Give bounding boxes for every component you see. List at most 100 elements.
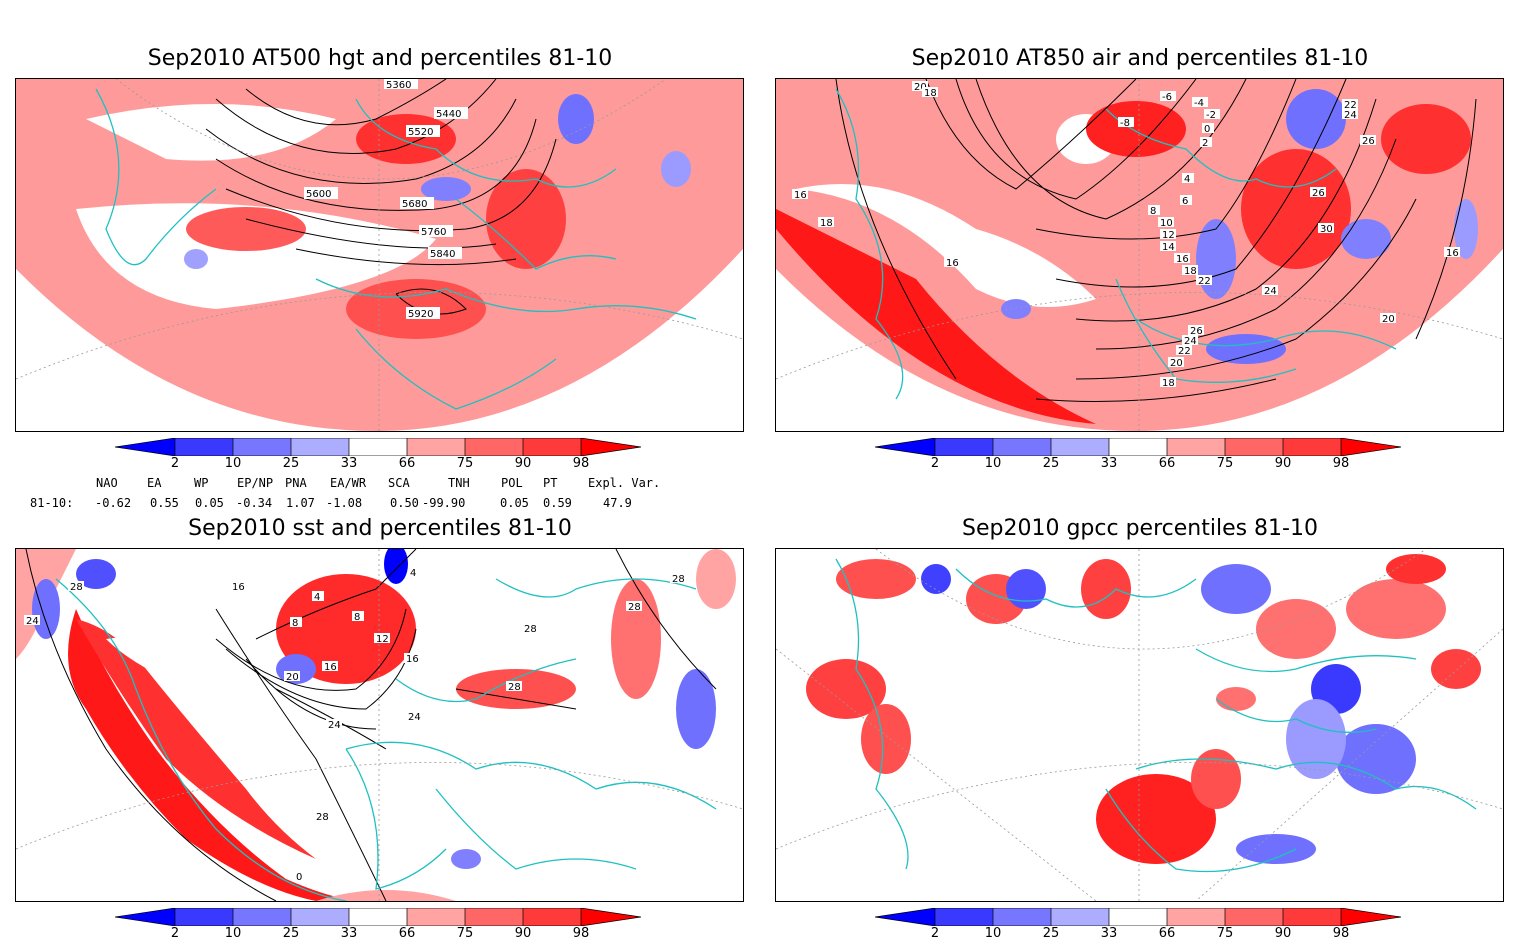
colorbar-tick: 25 <box>1042 926 1060 941</box>
contour-label: -8 <box>1120 118 1130 129</box>
teleconn-header: PNA <box>285 476 307 490</box>
colorbar-tick: 75 <box>1216 456 1234 471</box>
teleconn-value: 0.05 <box>500 496 529 510</box>
colorbar-tick: 25 <box>282 456 300 471</box>
teleconn-value: 0.55 <box>150 496 179 510</box>
colorbar-tick: 90 <box>514 456 532 471</box>
contour-label: 4 <box>1184 174 1190 185</box>
contour-label: 26 <box>1362 136 1375 147</box>
colorbar-tick: 33 <box>340 926 358 941</box>
contour-label: 8 <box>1150 206 1156 217</box>
colorbar-tick: 33 <box>1100 456 1118 471</box>
teleconn-value: 0.50 <box>390 496 419 510</box>
map-hgt500: 5360 5440 5520 5600 5680 5760 5840 5920 <box>15 78 744 432</box>
contour-label: 20 <box>1170 358 1183 369</box>
contour-label: 5520 <box>408 127 433 138</box>
teleconn-value: -1.08 <box>326 496 363 510</box>
panel-title-sst: Sep2010 sst and percentiles 81-10 <box>188 516 572 541</box>
contour-label: 8 <box>292 618 298 629</box>
contour-label: 26 <box>1312 188 1325 199</box>
contour-label: 5760 <box>421 227 446 238</box>
contour-label: 24 <box>328 720 341 731</box>
colorbar-tick: 75 <box>456 926 474 941</box>
colorbar-tick: 2 <box>930 926 940 941</box>
contour-label: 24 <box>1344 110 1357 121</box>
contour-label: 30 <box>1320 224 1333 235</box>
contour-label: 28 <box>672 574 685 585</box>
contour-label: 18 <box>1184 266 1197 277</box>
contour-label: 16 <box>232 582 245 593</box>
contour-label: 8 <box>354 612 360 623</box>
contour-label: -2 <box>1206 110 1216 121</box>
contour-label: 26 <box>1190 326 1203 337</box>
colorbar-tick: 2 <box>930 456 940 471</box>
colorbar-hgt500: 2 10 25 33 66 75 90 98 <box>115 438 645 478</box>
contour-label: 24 <box>26 616 39 627</box>
contour-label: 28 <box>316 812 329 823</box>
contour-label: 16 <box>1446 248 1459 259</box>
contour-label: 28 <box>70 582 83 593</box>
colorbar-sst: 2 10 25 33 66 75 90 98 <box>115 908 645 948</box>
colorbar-tick: 10 <box>984 456 1002 471</box>
contour-label: 18 <box>820 218 833 229</box>
teleconn-value: 1.07 <box>286 496 315 510</box>
teleconn-row-label: 81-10: <box>30 496 74 510</box>
contour-label: 0 <box>1204 124 1210 135</box>
contour-label: 22 <box>1178 346 1191 357</box>
contour-label: -4 <box>1194 98 1204 109</box>
teleconn-header: TNH <box>448 476 470 490</box>
contour-label: 20 <box>914 82 927 93</box>
colorbar-tick: 90 <box>1274 926 1292 941</box>
contour-label: 22 <box>1198 276 1211 287</box>
teleconn-header: WP <box>194 476 209 490</box>
colorbar-tick: 90 <box>514 926 532 941</box>
colorbar-tick: 2 <box>170 926 180 941</box>
teleconn-header: EP/NP <box>237 476 274 490</box>
contour-label: 24 <box>1264 286 1277 297</box>
teleconn-header: Expl. Var. <box>588 476 661 490</box>
colorbar-tick: 98 <box>572 926 590 941</box>
teleconn-header: POL <box>501 476 523 490</box>
contour-label: 24 <box>408 712 421 723</box>
contour-label: 16 <box>1176 254 1189 265</box>
teleconn-value: 0.59 <box>543 496 572 510</box>
teleconn-header: SCA <box>388 476 410 490</box>
panel-title-hgt500: Sep2010 AT500 hgt and percentiles 81-10 <box>147 46 613 71</box>
teleconn-value: -0.34 <box>236 496 273 510</box>
contour-label: 5920 <box>408 309 433 320</box>
contour-label: 28 <box>628 602 641 613</box>
teleconn-header: EA <box>147 476 162 490</box>
contour-label: 10 <box>1160 218 1173 229</box>
contour-label: 18 <box>924 88 937 99</box>
map-air850: 20 18 -6 -4 -2 0 2 -8 22 24 26 4 6 8 10 … <box>775 78 1504 432</box>
teleconn-header: EA/WR <box>330 476 367 490</box>
contour-label: 16 <box>946 258 959 269</box>
colorbar-tick: 66 <box>1158 456 1176 471</box>
contour-label: 5680 <box>402 199 427 210</box>
contour-label: 5600 <box>306 189 331 200</box>
map-sst: 28 24 28 16 4 8 8 12 16 20 16 24 24 28 2… <box>15 548 744 902</box>
colorbar-tick: 33 <box>1100 926 1118 941</box>
colorbar-tick: 98 <box>1332 456 1350 471</box>
contour-label: 24 <box>1184 336 1197 347</box>
contour-label: 12 <box>1162 230 1175 241</box>
colorbar-gpcc: 2 10 25 33 66 75 90 98 <box>875 908 1405 948</box>
contour-label: 16 <box>324 662 337 673</box>
colorbar-tick: 98 <box>1332 926 1350 941</box>
teleconn-value: -99.90 <box>422 496 466 510</box>
contour-label: 6 <box>1182 196 1188 207</box>
contour-label: 20 <box>286 672 299 683</box>
colorbar-tick: 66 <box>398 456 416 471</box>
teleconn-header: PT <box>543 476 558 490</box>
contour-label: 5840 <box>430 249 455 260</box>
colorbar-tick: 66 <box>1158 926 1176 941</box>
colorbar-tick: 33 <box>340 456 358 471</box>
teleconn-value: -0.62 <box>95 496 132 510</box>
contour-label: 22 <box>1344 100 1357 111</box>
contour-label: -6 <box>1162 92 1172 103</box>
contour-label: 4 <box>410 568 416 579</box>
colorbar-tick: 66 <box>398 926 416 941</box>
contour-label: 12 <box>376 634 389 645</box>
contour-label: 20 <box>1382 314 1395 325</box>
contour-label: 5360 <box>386 80 411 91</box>
